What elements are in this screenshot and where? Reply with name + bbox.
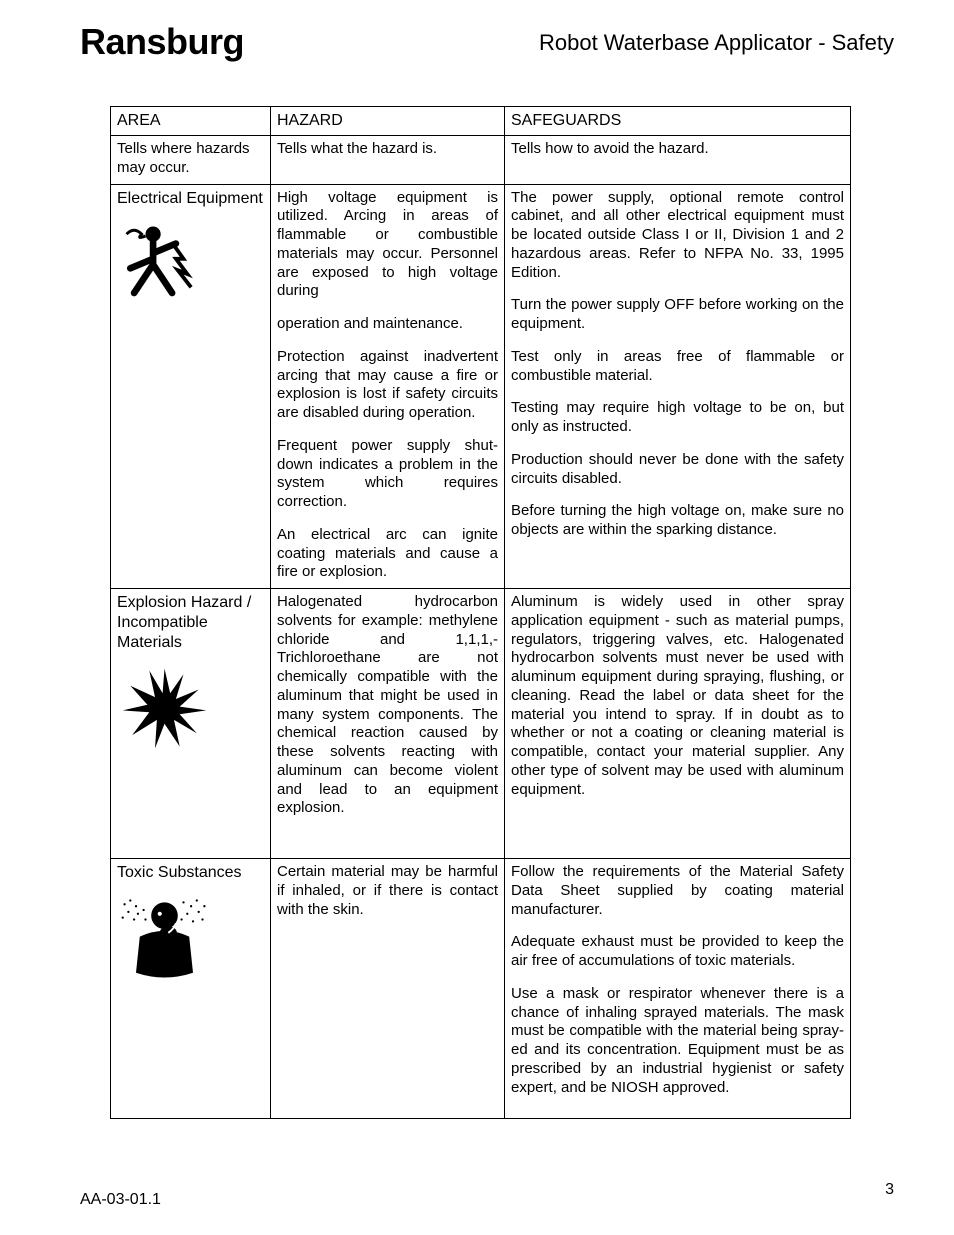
safeguard-text: Production should never be done with the… [511,451,844,489]
col-safeguards: SAFEGUARDS [505,107,851,136]
hazard-text: Frequent power supply shut-down indicate… [277,437,498,512]
safeguard-text: Before turning the high voltage on, make… [511,502,844,540]
hazard-text: operation and maintenance. [277,315,498,334]
table-header-row: AREA HAZARD SAFEGUARDS [111,107,851,136]
subhead-hazard: Tells what the hazard is. [271,136,505,185]
table-row: Toxic Substances [111,859,851,1119]
area-title-toxic: Toxic Substances [117,863,264,883]
safeguard-text: Follow the requirements of the Material … [511,863,844,919]
subhead-safeguards: Tells how to avoid the hazard. [505,136,851,185]
safeguard-text: Testing may require high voltage to be o… [511,399,844,437]
safeguard-text: Test only in areas free of flammable or … [511,348,844,386]
area-title-electrical: Electrical Equipment [117,189,264,209]
subhead-area: Tells where hazards may occur. [111,136,271,185]
hazard-text: An electrical arc can ignite coating mat… [277,526,498,582]
table-row: Explosion Hazard / Incompatible Material… [111,589,851,859]
electrical-icon [117,217,264,318]
explosion-icon [117,661,264,762]
hazard-text: Certain material may be harmful if inhal… [277,863,498,919]
page-title: Robot Waterbase Applicator - Safety [539,24,894,56]
safety-table: AREA HAZARD SAFEGUARDS Tells where hazar… [110,106,851,1119]
area-title-explosion: Explosion Hazard / Incompatible Material… [117,593,264,653]
table-row: Electrical Equipment High voltage equipm… [111,184,851,589]
doc-number: AA-03-01.1 [80,1191,161,1209]
page-number: 3 [885,1181,894,1199]
safeguard-text: Aluminum is widely used in other spray a… [511,593,844,799]
safeguard-text: The power supply, optional remote contro… [511,189,844,283]
toxic-icon [117,891,264,992]
hazard-text: High voltage equipment is utilized. Arci… [277,189,498,302]
col-area: AREA [111,107,271,136]
brand-logo: Ransburg [80,24,244,60]
safeguard-text: Turn the power supply OFF before working… [511,296,844,334]
col-hazard: HAZARD [271,107,505,136]
hazard-text: Halogenated hydrocarbon solvents for exa… [277,593,498,818]
safeguard-text: Adequate exhaust must be provided to kee… [511,933,844,971]
safeguard-text: Use a mask or respirator whenever there … [511,985,844,1098]
hazard-text: Protection against inadvertent arcing th… [277,348,498,423]
table-subhead-row: Tells where hazards may occur. Tells wha… [111,136,851,185]
